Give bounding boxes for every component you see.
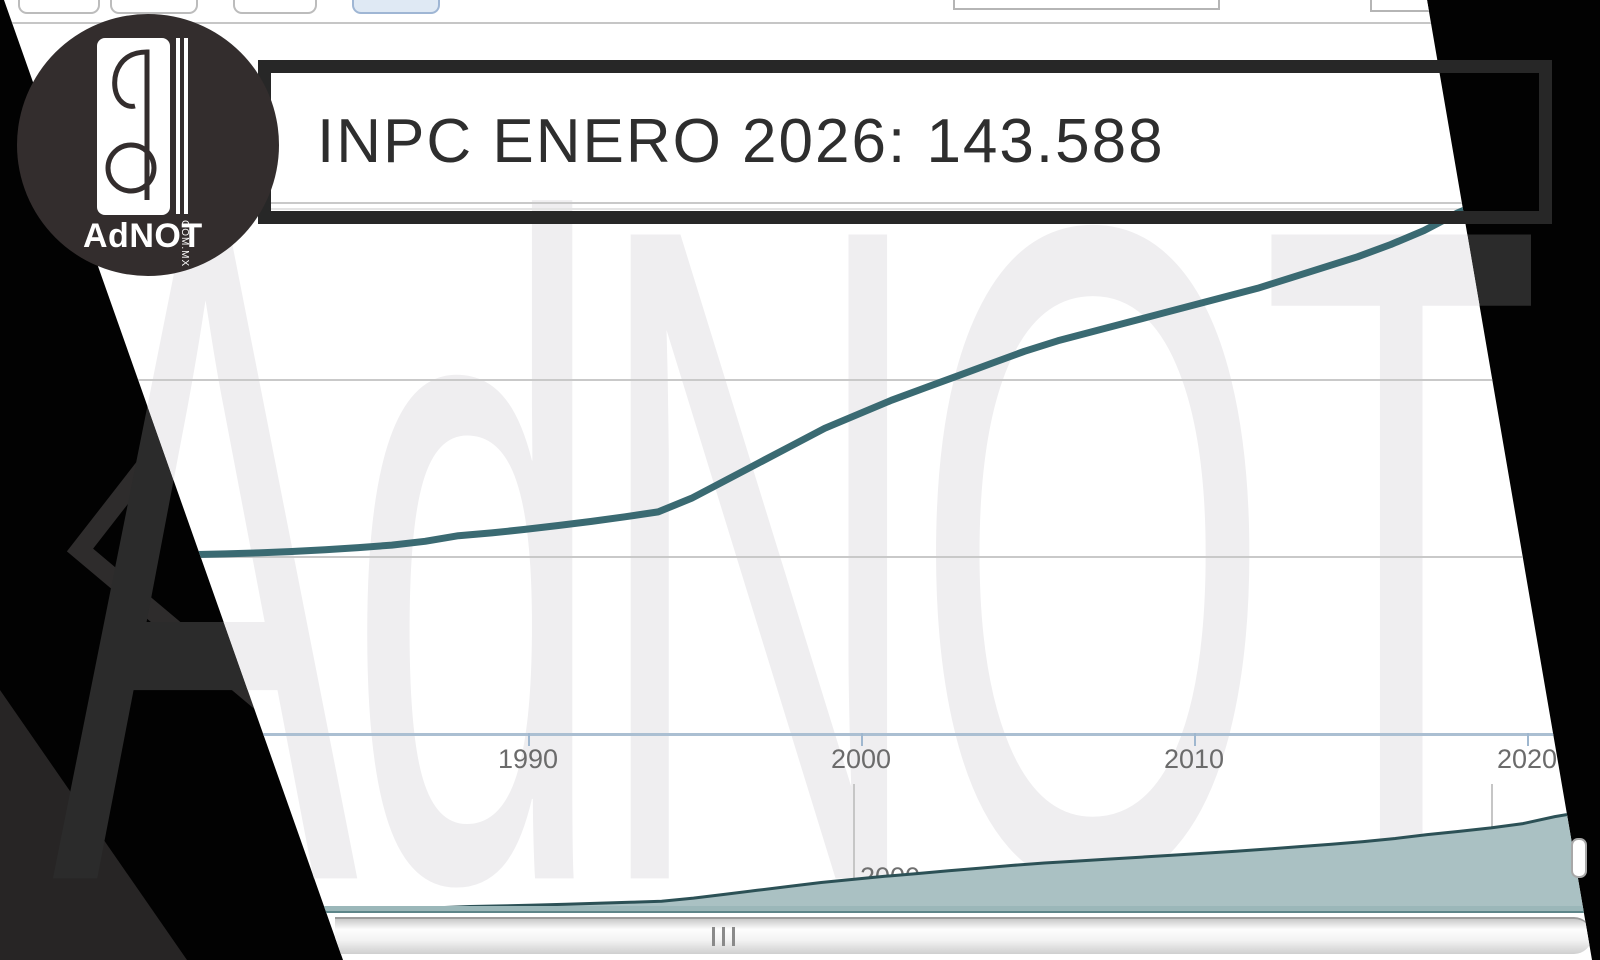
x-tick-2020 [1527, 733, 1529, 746]
navigator-area-series[interactable] [215, 799, 1600, 911]
browser-tab-3[interactable] [233, 0, 317, 14]
gridline-middle [60, 379, 1592, 381]
adnot-logo: AdNOT COM.MX [17, 14, 279, 276]
navigator-baseline-strip [4, 906, 1592, 912]
navigator-gridline-2000 [853, 784, 855, 912]
browser-tab-1[interactable] [18, 0, 100, 14]
x-label-2010: 2010 [1163, 744, 1225, 774]
x-tick-1990 [528, 733, 530, 746]
gridline-top-inner [60, 208, 1592, 210]
x-label-2000: 2000 [830, 744, 892, 774]
browser-tab-active[interactable] [352, 0, 440, 14]
scrollbar-grip-icon[interactable] [722, 927, 725, 946]
toolbar-divider [4, 22, 1592, 24]
chart-scrollbar[interactable] [335, 917, 1592, 954]
logo-domain: COM.MX [179, 220, 190, 268]
title-banner: INPC ENERO 2026: 143.588 [258, 60, 1552, 224]
logo-a-glyph-icon [105, 49, 157, 200]
logo-bar-icon [176, 38, 180, 214]
logo-wordmark: AdNOT [83, 217, 203, 255]
gridline-bottom [60, 556, 1592, 558]
browser-tab-2[interactable] [110, 0, 198, 14]
x-label-1990: 1990 [497, 744, 559, 774]
x-label-2020: 2020 [1496, 744, 1558, 774]
scrollbar-grip-icon[interactable] [712, 927, 715, 946]
logo-letter-card [97, 38, 170, 215]
toolbar-input-box[interactable] [953, 0, 1220, 10]
navigator-baseline [4, 911, 1592, 913]
x-axis-line [60, 733, 1592, 736]
x-tick-2000 [861, 733, 863, 746]
navigator-right-handle[interactable] [1571, 838, 1587, 878]
x-tick-2010 [1194, 733, 1196, 746]
logo-bar-icon [184, 38, 188, 214]
banner-title: INPC ENERO 2026: 143.588 [317, 107, 1165, 176]
scrollbar-grip-icon[interactable] [732, 927, 735, 946]
gridline-top [60, 202, 1592, 204]
